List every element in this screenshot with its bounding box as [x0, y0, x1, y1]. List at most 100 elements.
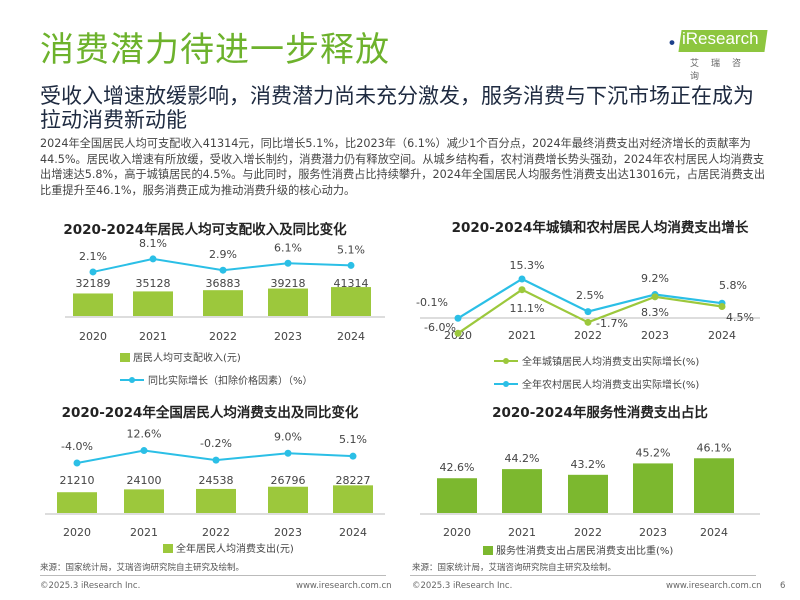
line-point — [89, 268, 97, 276]
line-value-label: 5.8% — [719, 279, 747, 292]
x-tick-label: 2020 — [443, 526, 471, 539]
bar — [203, 290, 243, 316]
line-point — [347, 261, 355, 269]
x-tick-label: 2021 — [508, 526, 536, 539]
line-value-label: 11.1% — [510, 302, 545, 315]
line-value-label: 15.3% — [510, 259, 545, 272]
legend-rural: 全年农村居民人均消费支出实际增长(%) — [522, 378, 699, 391]
line-point — [651, 293, 659, 301]
bar — [694, 458, 734, 513]
logo-cn: 艾瑞咨询 — [690, 59, 754, 82]
website-link-left[interactable]: www.iresearch.com.cn — [296, 581, 392, 591]
legend-income: 居民人均可支配收入(元) — [133, 351, 241, 364]
x-tick-label: 2020 — [79, 330, 107, 343]
bar — [57, 492, 97, 513]
x-tick-label: 2023 — [274, 330, 302, 343]
page-title: 消费潜力待进一步释放 — [40, 30, 390, 70]
x-tick-label: 2022 — [574, 329, 602, 342]
legend-growth-marker — [129, 377, 135, 383]
line-value-label: 8.3% — [641, 306, 669, 319]
bar — [633, 463, 673, 513]
bar — [73, 293, 113, 316]
line-value-label: 4.5% — [726, 311, 754, 324]
line-value-label: -6.0% — [424, 321, 456, 334]
legend-consumption-swatch — [163, 544, 173, 553]
line-point — [518, 275, 526, 283]
line-value-label: 6.1% — [274, 241, 302, 254]
chart-title: 2020-2024年城镇和农村居民人均消费支出增长 — [452, 219, 749, 236]
x-tick-label: 2024 — [339, 526, 367, 539]
bar — [268, 288, 308, 316]
line-point — [149, 255, 157, 263]
bar-value-label: 44.2% — [505, 452, 540, 465]
footer-divider-left — [40, 575, 386, 576]
x-tick-label: 2022 — [202, 526, 230, 539]
bar-value-label: 45.2% — [636, 446, 671, 459]
copyright-right: ©2025.3 iResearch Inc. — [412, 581, 513, 591]
source-note-right: 来源：国家统计局，艾瑞咨询研究院自主研究及绘制。 — [412, 563, 617, 573]
line-point — [349, 452, 357, 460]
bar-value-label: 32189 — [76, 277, 111, 290]
bar-value-label: 26796 — [271, 474, 306, 487]
source-note-left: 来源：国家统计局，艾瑞咨询研究院自主研究及绘制。 — [40, 563, 245, 573]
chart-title: 2020-2024年全国居民人均消费支出及同比变化 — [62, 404, 359, 421]
line-value-label: -4.0% — [61, 440, 93, 453]
chart-title: 2020-2024年服务性消费支出占比 — [492, 404, 708, 421]
line-point — [140, 447, 148, 455]
summary-paragraph: 2024年全国居民人均可支配收入41314元，同比增长5.1%，比2023年（6… — [40, 137, 766, 197]
x-tick-label: 2024 — [337, 330, 365, 343]
bar-value-label: 39218 — [271, 277, 306, 290]
footer-divider-right — [410, 575, 756, 576]
line-point — [518, 286, 526, 294]
line-value-label: -0.2% — [200, 437, 232, 450]
line-point — [219, 266, 227, 274]
legend-growth: 同比实际增长（扣除价格因素）（%） — [148, 374, 313, 387]
bar — [333, 485, 373, 513]
x-tick-label: 2023 — [274, 526, 302, 539]
legend-urban-marker — [503, 358, 509, 364]
legend-urban: 全年城镇居民人均消费支出实际增长(%) — [522, 355, 699, 368]
x-tick-label: 2022 — [209, 330, 237, 343]
website-link-right[interactable]: www.iresearch.com.cn — [666, 581, 762, 591]
line-point — [212, 456, 220, 464]
x-tick-label: 2021 — [139, 330, 167, 343]
bar-value-label: 46.1% — [697, 441, 732, 454]
line-value-label: 2.1% — [79, 250, 107, 263]
bar — [502, 469, 542, 513]
line-value-label: 9.2% — [641, 272, 669, 285]
line-point — [73, 459, 81, 467]
bar — [133, 291, 173, 316]
line-value-label: 12.6% — [127, 428, 162, 441]
line-value-label: -1.7% — [596, 317, 628, 330]
line-point — [718, 303, 726, 311]
line-point — [284, 259, 292, 267]
bar — [437, 478, 477, 513]
legend-rural-marker — [503, 381, 509, 387]
line-point — [284, 449, 292, 457]
line-point — [584, 318, 592, 326]
bar-value-label: 28227 — [336, 474, 371, 487]
line-value-label: 9.0% — [274, 430, 302, 443]
logo-brand: iResearch — [682, 29, 759, 48]
line-value-label: -0.1% — [416, 296, 448, 309]
bar-value-label: 43.2% — [571, 458, 606, 471]
iresearch-logo: • iResearch 艾瑞咨询 — [660, 26, 772, 82]
line-point — [454, 329, 462, 337]
bar — [124, 489, 164, 513]
page-subtitle: 受收入增速放缓影响，消费潜力尚未充分激发，服务消费与下沉市场正在成为拉动消费新动… — [40, 84, 754, 132]
bar-value-label: 42.6% — [440, 461, 475, 474]
line-value-label: 2.9% — [209, 248, 237, 261]
legend-income-swatch — [120, 353, 130, 362]
line-value-label: 5.1% — [337, 243, 365, 256]
x-tick-label: 2023 — [641, 329, 669, 342]
x-tick-label: 2022 — [574, 526, 602, 539]
x-tick-label: 2021 — [508, 329, 536, 342]
x-tick-label: 2021 — [130, 526, 158, 539]
bar — [268, 486, 308, 513]
x-tick-label: 2023 — [639, 526, 667, 539]
bar — [331, 287, 371, 316]
bar — [568, 474, 608, 513]
bar — [196, 488, 236, 513]
bar-value-label: 35128 — [136, 277, 171, 290]
bar-value-label: 24100 — [127, 474, 162, 487]
